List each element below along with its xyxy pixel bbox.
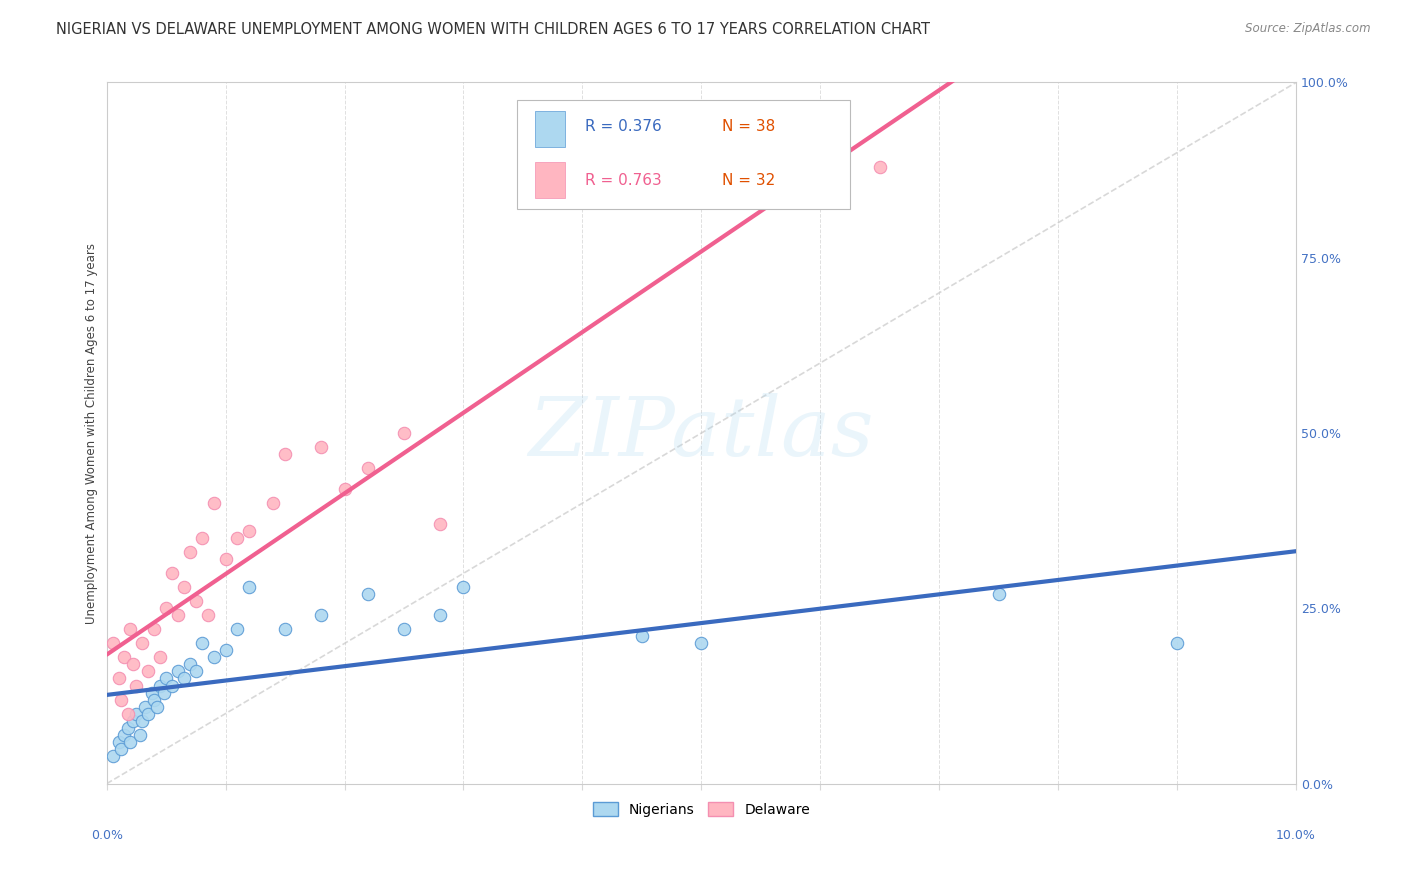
Point — [191, 636, 214, 650]
Point — [179, 657, 201, 672]
Point — [152, 685, 174, 699]
Point — [145, 699, 167, 714]
Point — [262, 496, 284, 510]
Point — [173, 672, 195, 686]
Point — [121, 714, 143, 728]
Point — [167, 608, 190, 623]
Point — [114, 728, 136, 742]
Point — [155, 672, 177, 686]
Point — [160, 679, 183, 693]
Point — [120, 623, 142, 637]
Point — [184, 594, 207, 608]
Point — [179, 545, 201, 559]
Text: N = 32: N = 32 — [721, 173, 775, 188]
Point — [1166, 636, 1188, 650]
Point — [184, 665, 207, 679]
Point — [274, 447, 297, 461]
Point — [149, 650, 172, 665]
Point — [631, 629, 654, 643]
Point — [160, 566, 183, 581]
Text: Source: ZipAtlas.com: Source: ZipAtlas.com — [1246, 22, 1371, 36]
Point — [101, 636, 124, 650]
Legend: Nigerians, Delaware: Nigerians, Delaware — [586, 797, 815, 822]
Point — [202, 496, 225, 510]
Point — [429, 517, 451, 532]
Point — [117, 706, 139, 721]
Point — [107, 672, 129, 686]
Y-axis label: Unemployment Among Women with Children Ages 6 to 17 years: Unemployment Among Women with Children A… — [86, 243, 98, 624]
Point — [238, 524, 260, 539]
Point — [191, 531, 214, 545]
Point — [149, 679, 172, 693]
Point — [134, 699, 156, 714]
Point — [143, 692, 166, 706]
Point — [131, 714, 153, 728]
Point — [226, 531, 249, 545]
Point — [392, 425, 415, 440]
Point — [173, 580, 195, 594]
Point — [125, 679, 148, 693]
Point — [121, 657, 143, 672]
Point — [238, 580, 260, 594]
Point — [429, 608, 451, 623]
Point — [197, 608, 219, 623]
Point — [131, 636, 153, 650]
Point — [110, 692, 132, 706]
Point — [136, 706, 159, 721]
Text: R = 0.763: R = 0.763 — [585, 173, 662, 188]
FancyBboxPatch shape — [517, 100, 851, 209]
Point — [117, 721, 139, 735]
Point — [226, 623, 249, 637]
Point — [125, 706, 148, 721]
Text: NIGERIAN VS DELAWARE UNEMPLOYMENT AMONG WOMEN WITH CHILDREN AGES 6 TO 17 YEARS C: NIGERIAN VS DELAWARE UNEMPLOYMENT AMONG … — [56, 22, 931, 37]
Point — [101, 748, 124, 763]
Point — [869, 160, 891, 174]
Point — [136, 665, 159, 679]
FancyBboxPatch shape — [534, 162, 565, 198]
Point — [202, 650, 225, 665]
Point — [155, 601, 177, 615]
Point — [110, 741, 132, 756]
Point — [309, 440, 332, 454]
Text: N = 38: N = 38 — [721, 119, 775, 134]
Text: 10.0%: 10.0% — [1277, 830, 1316, 842]
Point — [987, 587, 1010, 601]
Point — [690, 636, 713, 650]
Point — [333, 482, 356, 496]
Point — [167, 665, 190, 679]
Point — [129, 728, 152, 742]
Point — [214, 552, 236, 566]
Point — [392, 623, 415, 637]
Point — [141, 685, 163, 699]
Point — [214, 643, 236, 657]
Point — [120, 734, 142, 748]
FancyBboxPatch shape — [534, 111, 565, 146]
Point — [274, 623, 297, 637]
Point — [143, 623, 166, 637]
Text: 0.0%: 0.0% — [90, 830, 122, 842]
Point — [107, 734, 129, 748]
Point — [309, 608, 332, 623]
Point — [114, 650, 136, 665]
Point — [357, 587, 380, 601]
Text: R = 0.376: R = 0.376 — [585, 119, 662, 134]
Point — [453, 580, 475, 594]
Point — [357, 461, 380, 475]
Text: ZIPatlas: ZIPatlas — [529, 393, 875, 473]
